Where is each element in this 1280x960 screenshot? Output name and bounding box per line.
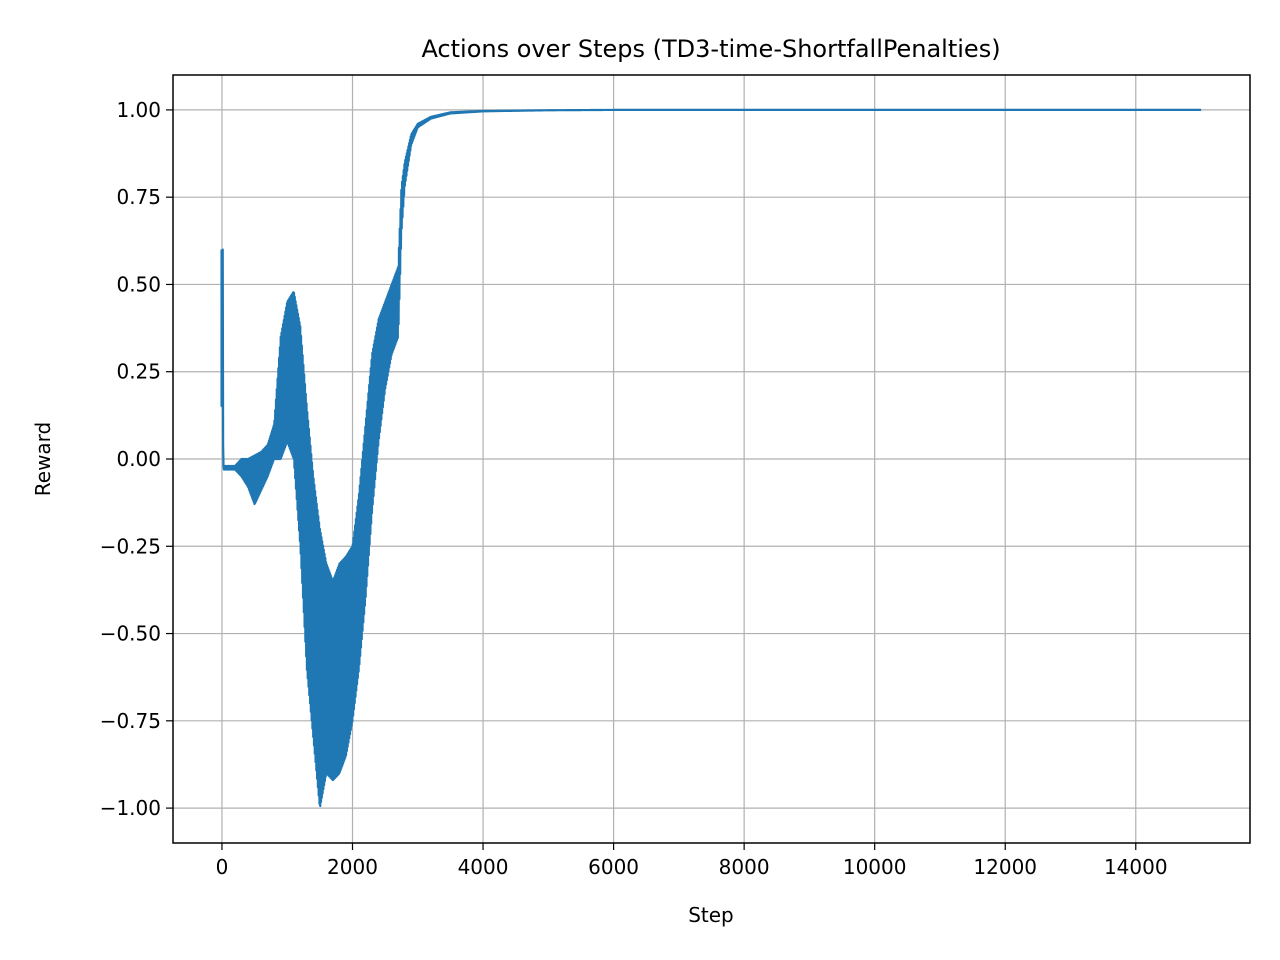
series-line [220, 108, 1202, 808]
y-tick-label: 0.50 [116, 272, 161, 296]
y-tick-label: −0.75 [100, 709, 161, 733]
x-tick-label: 0 [216, 855, 229, 879]
y-tick-label: 0.00 [116, 447, 161, 471]
x-tick-label: 6000 [588, 855, 639, 879]
chart-title: Actions over Steps (TD3-time-ShortfallPe… [421, 35, 1000, 63]
x-tick-label: 2000 [327, 855, 378, 879]
x-tick-label: 4000 [458, 855, 509, 879]
x-tick-label: 12000 [973, 855, 1037, 879]
x-axis-label: Step [688, 903, 734, 927]
x-tick-label: 14000 [1104, 855, 1168, 879]
x-tick-label: 8000 [719, 855, 770, 879]
y-tick-label: −1.00 [100, 796, 161, 820]
y-tick-label: 0.75 [116, 185, 161, 209]
x-tick-label: 10000 [843, 855, 907, 879]
ticks: 0 2000 4000 6000 8000 10000 12000 14000 −1.00 −0.… [100, 98, 1168, 879]
y-tick-label: 1.00 [116, 98, 161, 122]
y-tick-label: 0.25 [116, 360, 161, 384]
y-tick-label: −0.25 [100, 534, 161, 558]
data-layer [220, 108, 1202, 808]
y-tick-label: −0.50 [100, 622, 161, 646]
y-axis-label: Reward [31, 422, 55, 496]
